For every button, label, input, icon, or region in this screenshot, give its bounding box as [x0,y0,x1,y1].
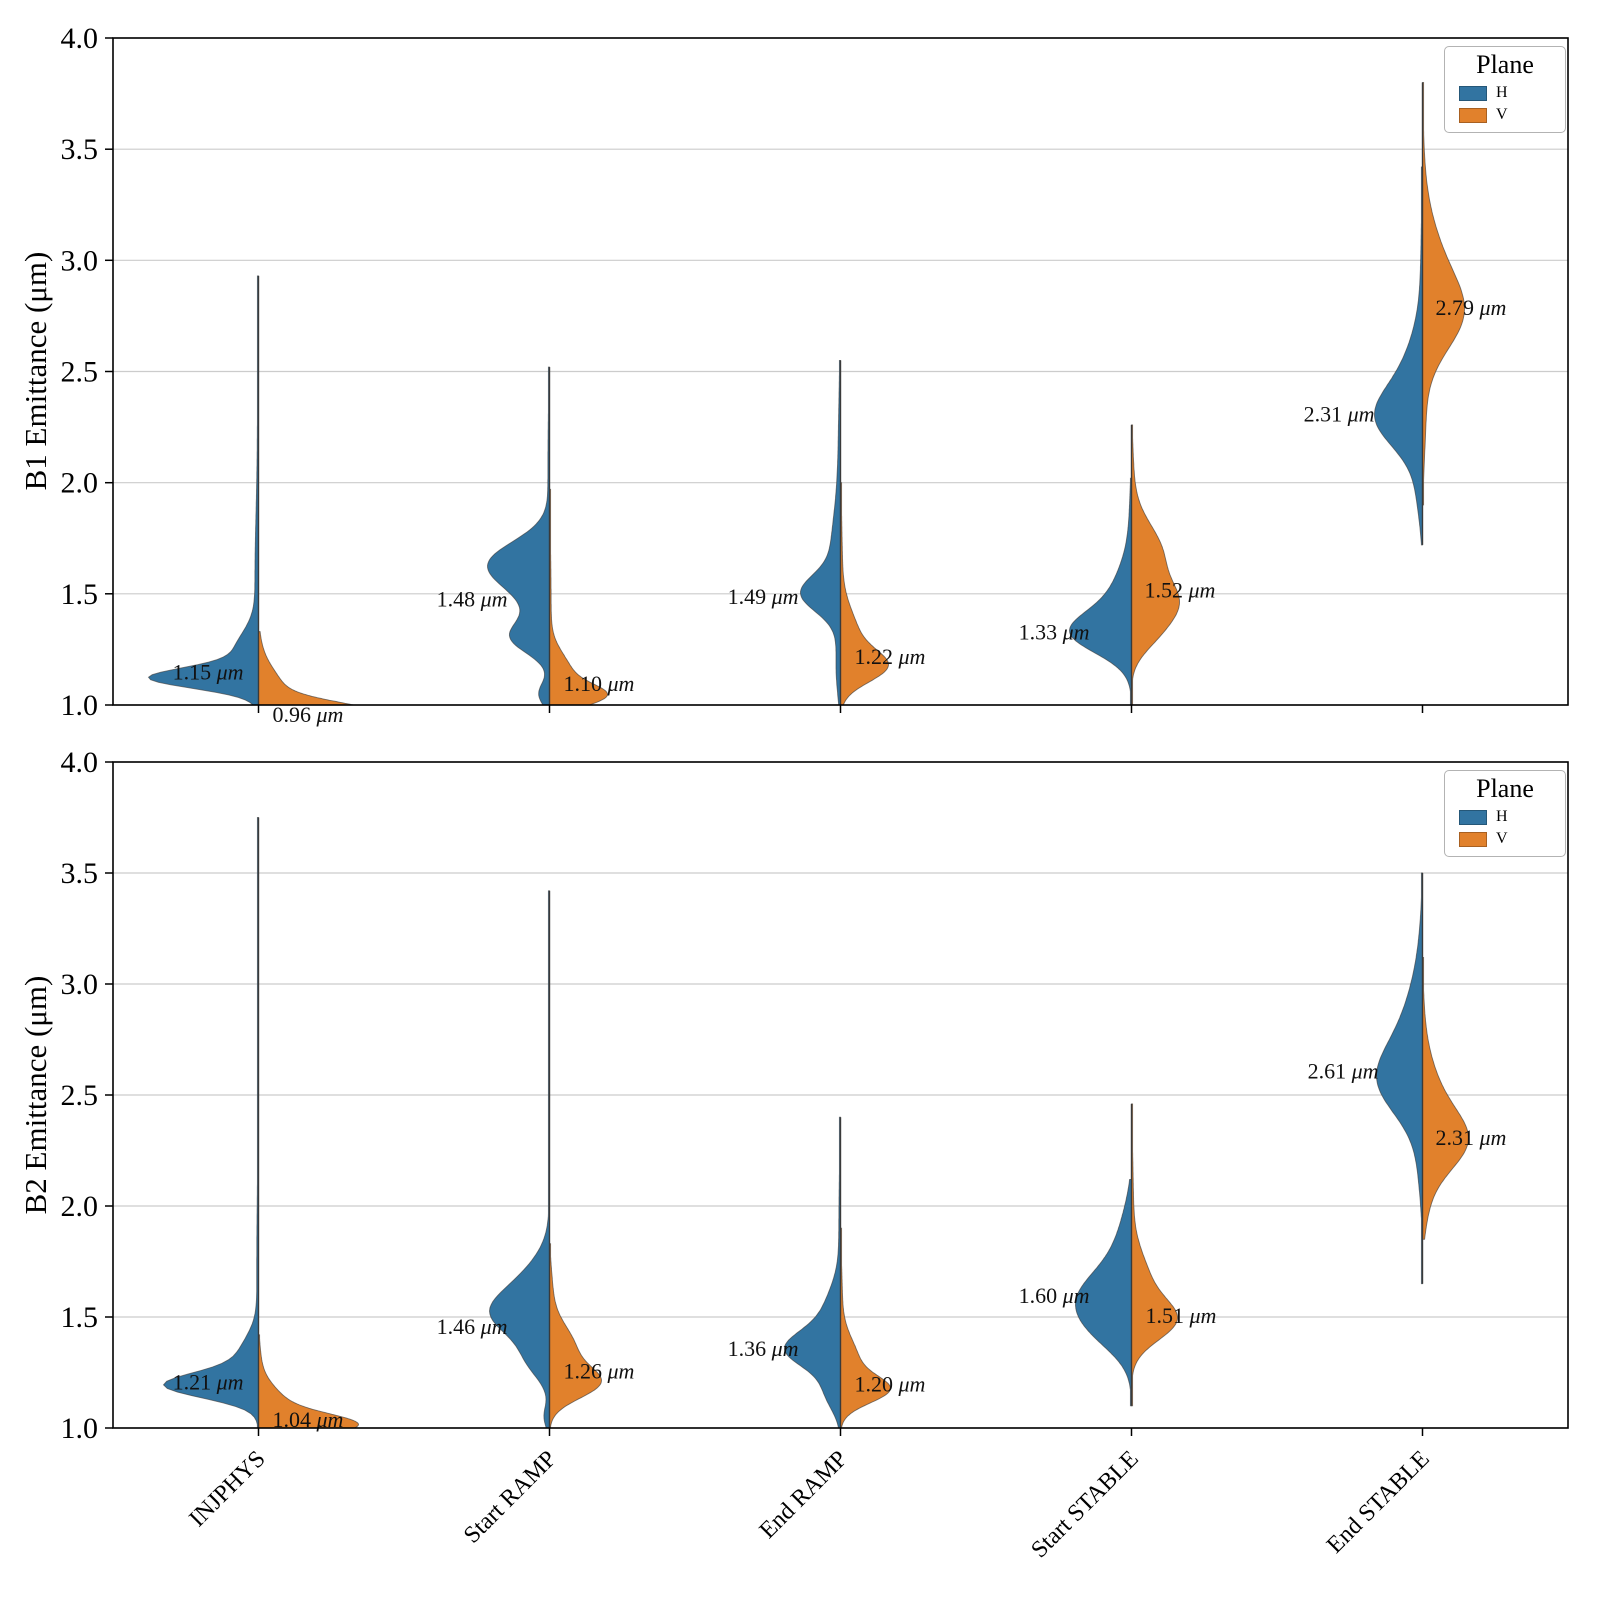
mean-annotation-h: 1.60 μm [1019,1283,1090,1308]
mean-annotation-v: 1.51 μm [1146,1303,1217,1328]
legend-item-v: V [1459,106,1557,124]
y-tick-label: 3.0 [61,244,99,277]
panel-border [112,761,1569,1429]
legend-label-v: V [1496,106,1508,123]
violin-h-injphys [162,817,259,1428]
legend-swatch-v-icon [1459,831,1487,847]
legend-swatch-h-icon [1459,85,1487,101]
violin-h-start-stable [1075,1178,1132,1407]
legend-b1: Plane H V [1444,46,1566,133]
mean-annotation-v: 1.22 μm [855,644,926,669]
y-tick-label: 4.0 [61,746,99,779]
x-tick-label: Start STABLE [1026,1446,1143,1563]
legend-label-v: V [1496,830,1508,847]
y-tick-label: 4.0 [61,22,99,55]
y-tick-label: 3.0 [61,968,99,1001]
mean-annotation-v: 1.20 μm [855,1372,926,1397]
x-tick-label: Start RAMP [459,1446,562,1549]
mean-annotation-v: 1.52 μm [1145,577,1216,602]
y-tick-label: 2.5 [61,1079,99,1112]
legend-swatch-v-icon [1459,107,1487,123]
mean-annotation-h: 1.48 μm [437,586,508,611]
legend-label-h: H [1496,84,1508,101]
x-tick-label: End STABLE [1322,1446,1435,1559]
violin-h-end-stable [1374,166,1423,546]
y-axis-label-b2: B2 Emittance (μm) [18,975,53,1215]
violin-h-end-ramp [800,359,841,705]
legend-title: Plane [1476,50,1534,79]
violin-h-end-stable [1376,872,1423,1285]
mean-annotation-h: 1.33 μm [1019,620,1090,645]
mean-annotation-h: 1.46 μm [437,1314,508,1339]
x-tick-label: End RAMP [755,1446,853,1544]
y-tick-label: 3.5 [61,857,99,890]
panel-border [112,37,1569,706]
mean-annotation-h: 2.31 μm [1304,402,1375,427]
violin-v-injphys [258,631,354,705]
mean-annotation-v: 1.10 μm [564,671,635,696]
violin-h-start-ramp [489,890,550,1428]
y-tick-label: 1.0 [61,689,99,722]
x-tick-label: INJPHYS [184,1446,270,1532]
violin-v-end-stable [1422,82,1465,506]
legend-item-v: V [1459,830,1557,848]
violin-v-end-stable [1422,956,1469,1240]
y-tick-label: 1.0 [61,1412,99,1445]
mean-annotation-v: 2.31 μm [1436,1125,1507,1150]
mean-annotation-h: 1.15 μm [173,660,244,685]
violin-v-end-ramp [840,482,889,705]
mean-annotation-h: 2.61 μm [1308,1059,1379,1084]
violin-h-start-stable [1069,477,1132,705]
legend-item-h: H [1459,808,1557,826]
y-tick-label: 1.5 [61,1301,99,1334]
y-tick-label: 3.5 [61,133,99,166]
violin-v-start-ramp [549,488,608,705]
violin-v-start-ramp [549,1243,602,1428]
violin-h-start-ramp [487,366,550,705]
mean-annotation-v: 2.79 μm [1436,295,1507,320]
y-tick-label: 2.0 [61,1190,99,1223]
legend-title: Plane [1476,774,1534,803]
violin-h-injphys [147,275,259,705]
y-axis-label-b1: B1 Emittance (μm) [18,251,53,491]
mean-annotation-v: 0.96 μm [273,702,344,727]
violin-v-start-stable [1131,424,1180,705]
violin-v-start-stable [1131,1103,1178,1407]
legend-b2: Plane H V [1444,770,1566,857]
mean-annotation-v: 1.26 μm [564,1358,635,1383]
mean-annotation-h: 1.36 μm [728,1336,799,1361]
mean-annotation-h: 1.21 μm [173,1369,244,1394]
y-tick-label: 2.5 [61,356,99,389]
violin-h-end-ramp [784,1116,841,1428]
legend-swatch-h-icon [1459,809,1487,825]
legend-label-h: H [1496,808,1508,825]
y-tick-label: 1.5 [61,578,99,611]
violin-v-end-ramp [840,1227,891,1428]
mean-annotation-h: 1.49 μm [728,584,799,609]
legend-item-h: H [1459,84,1557,102]
violin-v-injphys [258,1334,359,1428]
y-tick-label: 2.0 [61,467,99,500]
